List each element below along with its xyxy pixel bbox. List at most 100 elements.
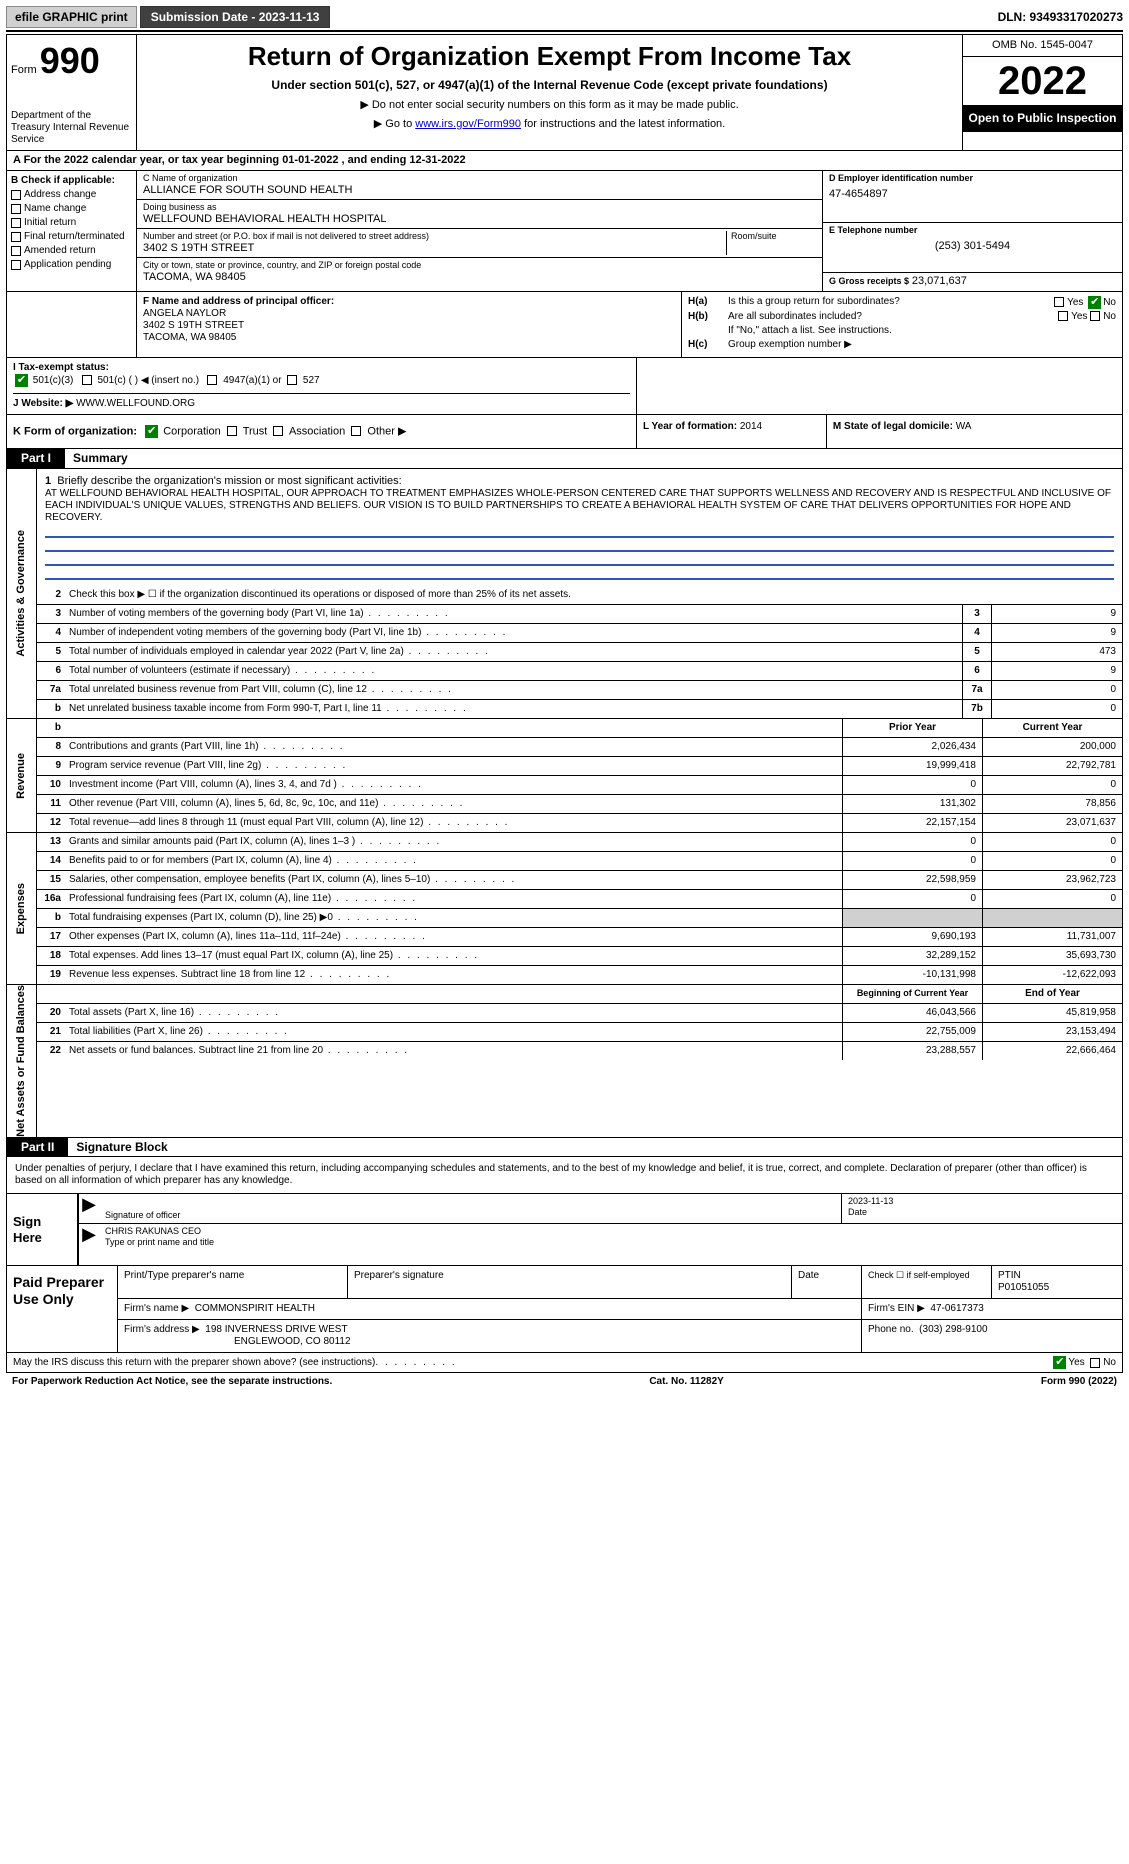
website-value: WWW.WELLFOUND.ORG bbox=[76, 398, 195, 409]
f-label: F Name and address of principal officer: bbox=[143, 296, 675, 308]
summary-row: 15Salaries, other compensation, employee… bbox=[37, 871, 1122, 890]
efile-button[interactable]: efile GRAPHIC print bbox=[6, 6, 137, 28]
revenue-side-label: Revenue bbox=[7, 719, 37, 832]
chk-final-return[interactable] bbox=[11, 232, 21, 242]
chk-corporation[interactable]: ✔ bbox=[145, 425, 158, 438]
hc-label: H(c) bbox=[688, 339, 728, 351]
prior-value: 19,999,418 bbox=[842, 757, 982, 775]
chk-amended-return[interactable] bbox=[11, 246, 21, 256]
summary-row: 2Check this box ▶ ☐ if the organization … bbox=[37, 586, 1122, 605]
firm-name-label: Firm's name ▶ bbox=[124, 1303, 189, 1314]
street-address: 3402 S 19TH STREET bbox=[143, 242, 726, 255]
netassets-section: Net Assets or Fund Balances Beginning of… bbox=[6, 985, 1123, 1138]
irs-link[interactable]: www.irs.gov/Form990 bbox=[415, 118, 521, 130]
hb-no: No bbox=[1103, 311, 1116, 322]
top-toolbar: efile GRAPHIC print Submission Date - 20… bbox=[6, 6, 1123, 32]
section-b: B Check if applicable: Address change Na… bbox=[7, 171, 137, 290]
chk-other[interactable] bbox=[351, 426, 361, 436]
section-f: F Name and address of principal officer:… bbox=[137, 292, 682, 357]
prior-value: 22,598,959 bbox=[842, 871, 982, 889]
k-opt-0: Corporation bbox=[163, 425, 220, 437]
chk-association[interactable] bbox=[273, 426, 283, 436]
preparer-sig-header: Preparer's signature bbox=[348, 1266, 792, 1298]
current-value: 35,693,730 bbox=[982, 947, 1122, 965]
ein-value: 47-4654897 bbox=[829, 188, 1116, 201]
sign-here-label: Sign Here bbox=[7, 1194, 77, 1265]
section-k: K Form of organization: ✔ Corporation Tr… bbox=[7, 415, 637, 449]
chk-trust[interactable] bbox=[227, 426, 237, 436]
mission-num: 1 bbox=[45, 475, 51, 487]
row-num: 6 bbox=[37, 662, 65, 680]
row-num: 15 bbox=[37, 871, 65, 889]
row-ref: 7b bbox=[962, 700, 992, 718]
discuss-no: No bbox=[1103, 1357, 1116, 1369]
row-value: 473 bbox=[992, 643, 1122, 661]
note-suffix: for instructions and the latest informat… bbox=[521, 118, 725, 130]
row-num: 19 bbox=[37, 966, 65, 984]
chk-527[interactable] bbox=[287, 375, 297, 385]
hc-text: Group exemption number ▶ bbox=[728, 339, 1116, 351]
row-text: Net assets or fund balances. Subtract li… bbox=[65, 1042, 842, 1060]
blueline bbox=[45, 526, 1114, 538]
row-num: 7a bbox=[37, 681, 65, 699]
preparer-name-header: Print/Type preparer's name bbox=[118, 1266, 348, 1298]
discuss-no-chk[interactable] bbox=[1090, 1358, 1100, 1368]
prior-value: 0 bbox=[842, 890, 982, 908]
row-value: 9 bbox=[992, 605, 1122, 623]
chk-name-change[interactable] bbox=[11, 204, 21, 214]
hb-no-chk[interactable] bbox=[1090, 311, 1100, 321]
summary-row: 13Grants and similar amounts paid (Part … bbox=[37, 833, 1122, 852]
b-title: B Check if applicable: bbox=[11, 175, 132, 187]
chk-address-change[interactable] bbox=[11, 190, 21, 200]
ha-text: Is this a group return for subordinates? bbox=[728, 296, 1054, 309]
expenses-section: Expenses 13Grants and similar amounts pa… bbox=[6, 833, 1123, 985]
summary-row: 4Number of independent voting members of… bbox=[37, 624, 1122, 643]
ptin-label: PTIN bbox=[998, 1270, 1116, 1282]
j-label: J Website: ▶ bbox=[13, 398, 73, 409]
current-value: -12,622,093 bbox=[982, 966, 1122, 984]
current-value bbox=[982, 909, 1122, 927]
row-num: 22 bbox=[37, 1042, 65, 1060]
officer-street: 3402 S 19TH STREET bbox=[143, 320, 675, 332]
prior-value: -10,131,998 bbox=[842, 966, 982, 984]
b-item-1: Name change bbox=[24, 203, 86, 214]
open-to-public: Open to Public Inspection bbox=[963, 105, 1122, 131]
chk-initial-return[interactable] bbox=[11, 218, 21, 228]
hb-yes-chk[interactable] bbox=[1058, 311, 1068, 321]
ha-yes: Yes bbox=[1067, 297, 1083, 308]
row-text: Professional fundraising fees (Part IX, … bbox=[65, 890, 842, 908]
k-opt-1: Trust bbox=[243, 425, 268, 437]
chk-4947[interactable] bbox=[207, 375, 217, 385]
row-text: Check this box ▶ ☐ if the organization d… bbox=[65, 586, 1122, 604]
c-street-label: Number and street (or P.O. box if mail i… bbox=[143, 231, 726, 242]
prior-value: 9,690,193 bbox=[842, 928, 982, 946]
date-label: Date bbox=[848, 1207, 1116, 1218]
chk-501c3[interactable]: ✔ bbox=[15, 374, 28, 387]
prior-value: 32,289,152 bbox=[842, 947, 982, 965]
self-employed-check: Check ☐ if self-employed bbox=[862, 1266, 992, 1298]
row-value: 9 bbox=[992, 624, 1122, 642]
form-word: Form bbox=[11, 64, 37, 76]
chk-501c[interactable] bbox=[82, 375, 92, 385]
submission-date-button[interactable]: Submission Date - 2023-11-13 bbox=[140, 6, 331, 28]
c-name-label: C Name of organization bbox=[143, 173, 816, 184]
row-num: 17 bbox=[37, 928, 65, 946]
row-num: 18 bbox=[37, 947, 65, 965]
paid-preparer-label: Paid Preparer Use Only bbox=[7, 1266, 117, 1352]
footer-right: Form 990 (2022) bbox=[1041, 1376, 1117, 1388]
current-value: 0 bbox=[982, 776, 1122, 794]
discuss-yes-chk[interactable]: ✔ bbox=[1053, 1356, 1066, 1369]
row-num: 11 bbox=[37, 795, 65, 813]
discuss-text: May the IRS discuss this return with the… bbox=[13, 1357, 375, 1369]
prior-value: 0 bbox=[842, 852, 982, 870]
chk-application-pending[interactable] bbox=[11, 260, 21, 270]
row-text: Grants and similar amounts paid (Part IX… bbox=[65, 833, 842, 851]
ha-yes-chk[interactable] bbox=[1054, 297, 1064, 307]
firm-name: COMMONSPIRIT HEALTH bbox=[195, 1303, 315, 1314]
officer-group-block: F Name and address of principal officer:… bbox=[6, 292, 1123, 358]
row-num: 8 bbox=[37, 738, 65, 756]
ha-no-chk[interactable]: ✔ bbox=[1088, 296, 1101, 309]
name-title-label: Type or print name and title bbox=[105, 1237, 1116, 1248]
discuss-row: May the IRS discuss this return with the… bbox=[6, 1353, 1123, 1373]
section-m: M State of legal domicile: WA bbox=[827, 415, 1122, 449]
